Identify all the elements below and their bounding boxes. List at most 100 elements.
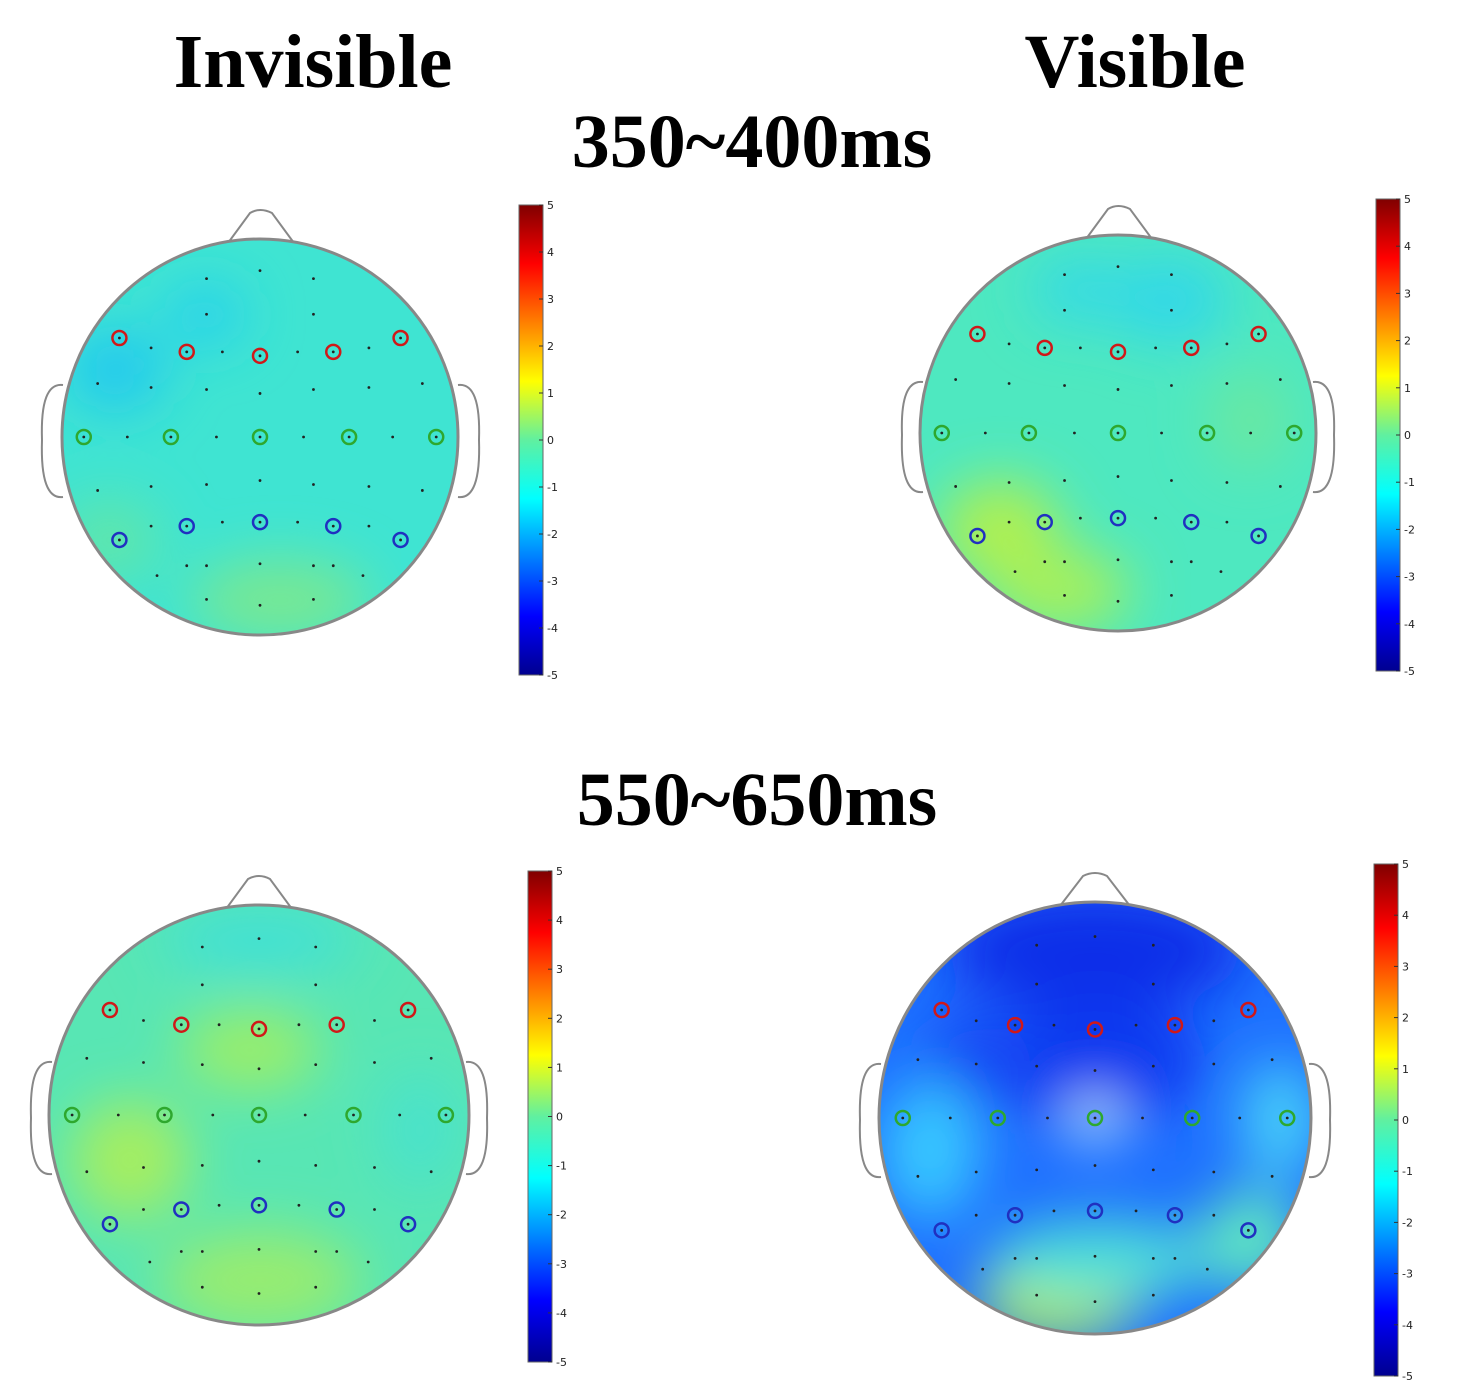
electrode-dot — [367, 346, 371, 350]
electrode-dot — [1078, 516, 1082, 520]
electrode-dot — [916, 1058, 920, 1062]
parietal-electrode-marker — [178, 517, 195, 535]
electrode-dot — [217, 1203, 221, 1207]
electrode-dot — [1013, 1213, 1017, 1217]
colorbar-tick-label: 5 — [1402, 858, 1409, 871]
parietal-electrode-marker — [325, 517, 342, 535]
frontal-electrode-marker — [101, 1001, 119, 1019]
electrode-dot — [297, 1023, 301, 1027]
parietal-electrode-marker — [969, 527, 986, 545]
electrode-dot — [314, 1063, 318, 1066]
right-ear-outline — [1312, 380, 1336, 494]
electrode-dot — [312, 312, 315, 316]
electrode-dot — [1225, 342, 1229, 346]
electrode-dot — [1219, 570, 1223, 573]
electrode-dot — [1151, 1257, 1155, 1260]
nose-outline — [225, 875, 293, 910]
colorbar-tick-label: -5 — [1402, 1370, 1413, 1383]
electrode-dot — [367, 386, 371, 389]
central-electrode-marker — [894, 1109, 912, 1127]
electrode-dot — [1013, 1023, 1017, 1027]
colorbar-tick-label: -3 — [547, 575, 558, 588]
electrode-dot — [1212, 1062, 1216, 1066]
electrode-dot — [205, 483, 208, 486]
frontal-electrode-marker — [1036, 339, 1053, 357]
electrode-dot — [406, 1008, 410, 1012]
electrode-dot — [185, 350, 189, 354]
central-electrode-marker — [437, 1106, 455, 1124]
electrode-dot — [142, 1166, 145, 1169]
electrode-dot — [205, 597, 208, 601]
electrode-dot — [200, 1063, 204, 1066]
colorbar-tick-label: -4 — [547, 622, 558, 635]
electrode-dot — [296, 350, 300, 354]
electrode-dot — [1270, 1174, 1274, 1178]
electrode-dot — [398, 1113, 402, 1117]
frontal-electrode-marker — [1086, 1021, 1104, 1038]
parietal-electrode-marker — [1036, 513, 1053, 531]
electrode-dot — [118, 538, 121, 542]
colorbar-tick-label: 2 — [547, 340, 554, 353]
electrode-dot — [1116, 516, 1120, 520]
topomap-visible-550 — [858, 872, 1332, 1336]
electrode-dot — [142, 1061, 145, 1064]
electrode-dot — [1134, 1209, 1138, 1213]
central-electrode-marker — [75, 428, 93, 446]
electrode-dot — [179, 1023, 183, 1027]
electrode-dot — [108, 1222, 112, 1226]
electrode-dot — [303, 1113, 307, 1117]
frontal-electrode-marker — [1006, 1016, 1024, 1034]
electrode-dot — [1116, 350, 1120, 354]
electrode-dot — [258, 392, 262, 395]
electrode-dot — [1151, 1293, 1155, 1297]
colorbar-tick-label: 2 — [1404, 335, 1411, 348]
electrode-dot — [1151, 1064, 1155, 1068]
electrode-dot — [217, 1023, 221, 1027]
electrode-dot — [205, 564, 208, 568]
colorbar-tick-label: -1 — [1402, 1165, 1413, 1178]
colorbar-tick-label: -2 — [1402, 1216, 1413, 1229]
colorbar-tick-label: -1 — [547, 481, 558, 494]
colorbar-tick-label: 2 — [1402, 1012, 1409, 1025]
central-electrode-marker — [1278, 1109, 1296, 1127]
electrode-dot — [901, 1116, 905, 1120]
electrode-dot — [1170, 593, 1173, 597]
frontal-electrode-marker — [399, 1001, 417, 1019]
electrode-dot — [1063, 273, 1066, 276]
electrode-dot — [205, 388, 208, 391]
colorbar-tick-label: -1 — [556, 1160, 567, 1173]
electrode-dot — [366, 1260, 370, 1264]
colorbar-tick-label: 1 — [556, 1061, 563, 1074]
electrode-dot — [312, 597, 315, 601]
electrode-dot — [116, 1113, 120, 1117]
electrode-dot — [200, 983, 204, 987]
colorbar-tick-label: -5 — [556, 1356, 567, 1369]
electrode-dot — [1063, 560, 1066, 564]
electrode-dot — [335, 1250, 339, 1253]
electrode-dot — [1116, 431, 1120, 435]
electrode-dot — [1035, 943, 1039, 947]
parietal-electrode-marker — [251, 513, 269, 531]
frontal-electrode-marker — [328, 1016, 345, 1033]
electrode-dot — [149, 524, 153, 528]
electrode-dot — [1093, 935, 1097, 938]
frontal-electrode-marker — [1166, 1016, 1184, 1034]
central-electrode-marker — [1109, 424, 1127, 442]
central-electrode-marker — [989, 1109, 1007, 1127]
electrode-dot — [974, 1019, 978, 1023]
electrode-dot — [1116, 475, 1120, 478]
electrode-dot — [1189, 560, 1193, 564]
electrode-dot — [1027, 431, 1031, 435]
electrode-dot — [1257, 534, 1260, 538]
electrode-dot — [296, 520, 300, 524]
electrode-dot — [302, 435, 305, 439]
electrode-dot — [142, 1019, 145, 1022]
colorbar-tick-label: 5 — [1404, 193, 1411, 206]
electrode-dot — [1134, 1023, 1138, 1027]
parietal-electrode-marker — [250, 1197, 268, 1214]
electrode-dot — [125, 435, 129, 439]
electrode-dot — [1205, 1267, 1209, 1271]
colorbar-tick-label: -4 — [1404, 618, 1415, 631]
electrode-dot — [1151, 943, 1155, 947]
electrode-dot — [258, 603, 262, 607]
